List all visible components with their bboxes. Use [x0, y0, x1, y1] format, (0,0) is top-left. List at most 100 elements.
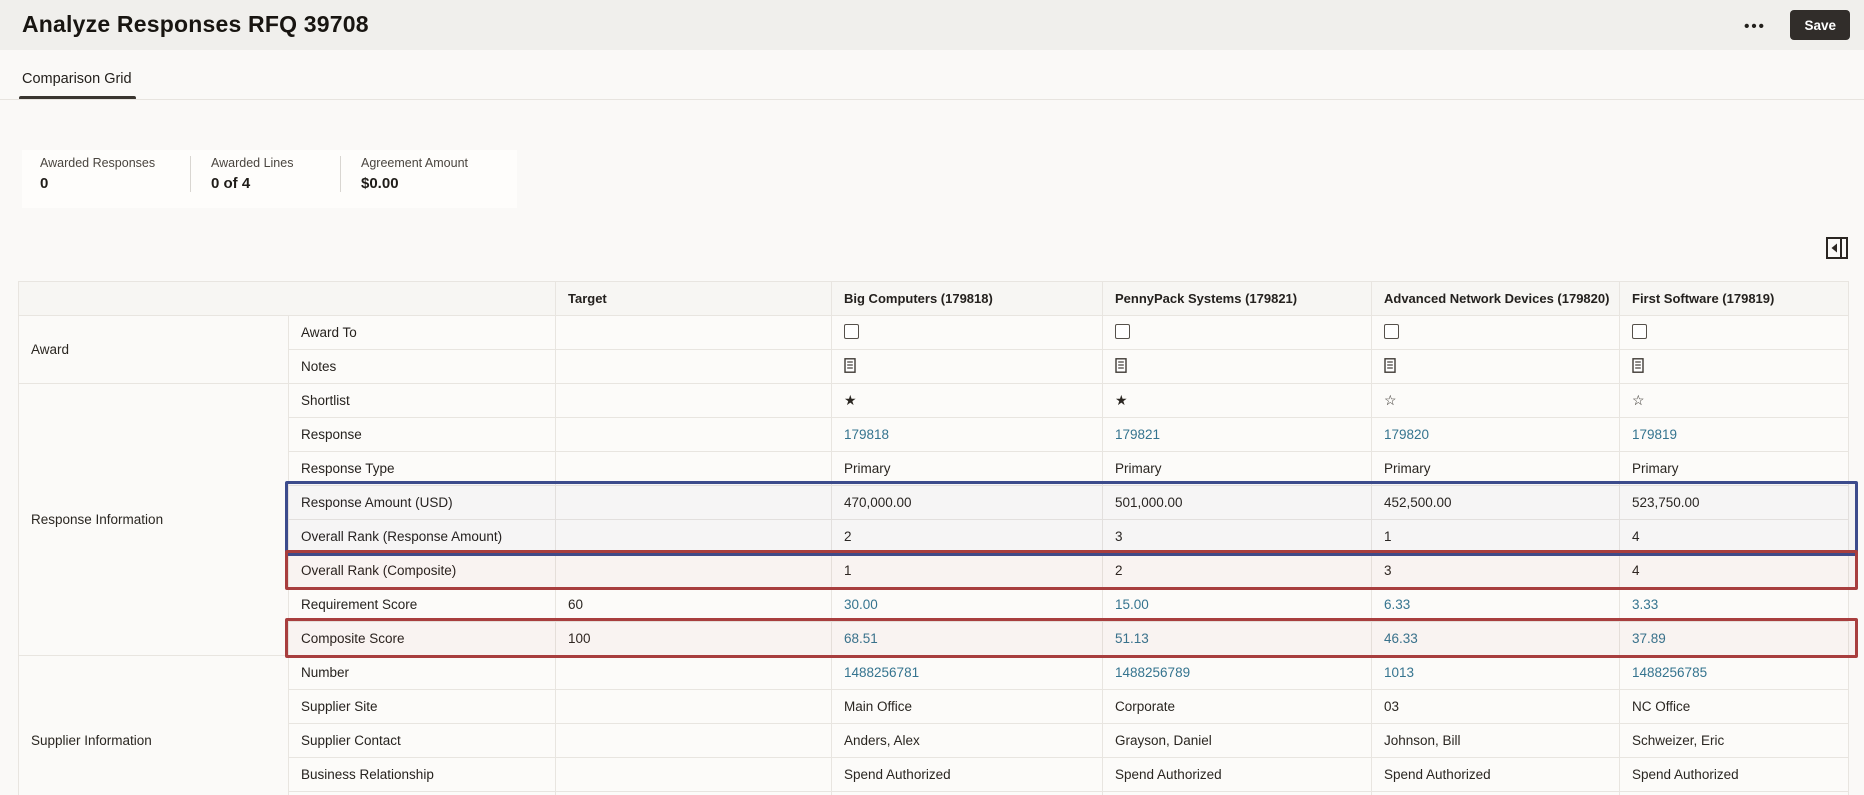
notes-icon[interactable]	[1632, 357, 1644, 373]
row-requirement-score: Requirement Score 60 30.00 15.00 6.33 3.…	[19, 587, 1849, 622]
row-award-to: Award Award To	[18, 315, 1849, 384]
stat-awarded-lines: Awarded Lines 0 of 4	[190, 156, 340, 192]
more-actions-button[interactable]: •••	[1738, 14, 1772, 38]
header-supplier-advanced-network: Advanced Network Devices (179820)	[1371, 281, 1620, 316]
business-relationship-cell: Spend Authorized	[831, 757, 1103, 792]
row-label: Number	[288, 655, 556, 690]
notes-icon[interactable]	[1384, 357, 1396, 373]
grid-header-row: Target Big Computers (179818) PennyPack …	[18, 281, 1849, 316]
notes-icon[interactable]	[844, 357, 856, 373]
notes-icon[interactable]	[1115, 357, 1127, 373]
supplier-contact-cell: Anders, Alex	[831, 723, 1103, 758]
stat-awarded-responses: Awarded Responses 0	[40, 156, 190, 192]
target-cell	[555, 723, 832, 758]
row-response-type: Response Type Primary Primary Primary Pr…	[19, 451, 1849, 486]
supplier-number-link[interactable]: 1488256789	[1115, 665, 1191, 680]
shortlist-star[interactable]: ★	[844, 392, 857, 408]
row-label: Shortlist	[288, 383, 556, 418]
row-supplier-site: Supplier Site Main Office Corporate 03 N…	[19, 689, 1849, 724]
supplier-site-cell: Corporate	[1102, 689, 1372, 724]
target-cell	[555, 689, 832, 724]
save-button[interactable]: Save	[1790, 10, 1850, 40]
row-shortlist: Response Information Shortlist ★ ★ ☆ ☆	[18, 383, 1849, 656]
response-link[interactable]: 179820	[1384, 427, 1430, 442]
row-label: Response Amount (USD)	[288, 485, 556, 520]
business-relationship-cell: Spend Authorized	[1619, 757, 1849, 792]
composite-score-link[interactable]: 46.33	[1384, 631, 1418, 646]
header-supplier-first-software: First Software (179819)	[1619, 281, 1849, 316]
supplier-number-link[interactable]: 1488256781	[844, 665, 920, 680]
row-label: Notes	[288, 349, 556, 384]
stat-value: 0 of 4	[211, 175, 251, 192]
supplier-number-link[interactable]: 1013	[1384, 665, 1415, 680]
rank-cell: 2	[831, 519, 1103, 554]
collapse-left-icon	[1826, 237, 1848, 259]
rank-cell: 1	[1371, 519, 1620, 554]
requirement-score-link[interactable]: 15.00	[1115, 597, 1149, 612]
stat-value: 0	[40, 175, 49, 192]
award-checkbox[interactable]	[1115, 323, 1130, 339]
target-cell: 100	[555, 621, 832, 656]
group-supplier-information: Supplier Information	[18, 655, 289, 795]
comparison-grid-table: Target Big Computers (179818) PennyPack …	[18, 281, 1849, 795]
stat-label: Awarded Responses	[40, 156, 156, 170]
shortlist-star[interactable]: ☆	[1384, 392, 1397, 408]
row-rank-response-amount: Overall Rank (Response Amount) 2 3 1 4	[19, 519, 1849, 554]
supplier-site-cell: 03	[1371, 689, 1620, 724]
requirement-score-link[interactable]: 30.00	[844, 597, 878, 612]
rank-cell: 1	[831, 553, 1103, 588]
target-cell	[555, 757, 832, 792]
row-label: Requirement Score	[288, 587, 556, 622]
response-link[interactable]: 179819	[1632, 427, 1678, 442]
row-label: Response	[288, 417, 556, 452]
shortlist-star[interactable]: ☆	[1632, 392, 1645, 408]
stat-value: $0.00	[361, 175, 399, 192]
supplier-contact-cell: Schweizer, Eric	[1619, 723, 1849, 758]
award-checkbox[interactable]	[1384, 323, 1399, 339]
collapse-panel-button[interactable]	[1825, 236, 1849, 260]
tabbar: Comparison Grid	[0, 50, 1864, 102]
row-label: Business Relationship	[288, 757, 556, 792]
ellipsis-icon: •••	[1744, 17, 1766, 35]
response-link[interactable]: 179821	[1115, 427, 1161, 442]
business-relationship-cell: Spend Authorized	[1371, 757, 1620, 792]
response-type-cell: Primary	[1102, 451, 1372, 486]
requirement-score-link[interactable]: 6.33	[1384, 597, 1411, 612]
target-cell	[555, 315, 832, 350]
composite-score-link[interactable]: 37.89	[1632, 631, 1666, 646]
row-supplier-contact: Supplier Contact Anders, Alex Grayson, D…	[19, 723, 1849, 758]
row-composite-score: Composite Score 100 68.51 51.13 46.33 37…	[19, 621, 1849, 656]
supplier-contact-cell: Grayson, Daniel	[1102, 723, 1372, 758]
target-cell	[555, 417, 832, 452]
award-checkbox[interactable]	[1632, 323, 1647, 339]
supplier-contact-cell: Johnson, Bill	[1371, 723, 1620, 758]
summary-stats: Awarded Responses 0 Awarded Lines 0 of 4…	[40, 156, 490, 192]
target-cell	[555, 485, 832, 520]
tabbar-divider	[0, 99, 1864, 100]
page-title: Analyze Responses RFQ 39708	[22, 11, 369, 37]
response-type-cell: Primary	[1371, 451, 1620, 486]
header-supplier-pennypack: PennyPack Systems (179821)	[1102, 281, 1372, 316]
award-checkbox[interactable]	[844, 323, 859, 339]
row-label: Response Type	[288, 451, 556, 486]
composite-score-link[interactable]: 68.51	[844, 631, 878, 646]
response-link[interactable]: 179818	[844, 427, 890, 442]
row-label: Supplier Contact	[288, 723, 556, 758]
rank-cell: 4	[1619, 519, 1849, 554]
composite-score-link[interactable]: 51.13	[1115, 631, 1149, 646]
header-target: Target	[555, 281, 832, 316]
row-response-amount: Response Amount (USD) 470,000.00 501,000…	[19, 485, 1849, 520]
shortlist-star[interactable]: ★	[1115, 392, 1128, 408]
response-amount-cell: 501,000.00	[1102, 485, 1372, 520]
titlebar: Analyze Responses RFQ 39708 ••• Save	[0, 0, 1864, 50]
tab-comparison-grid[interactable]: Comparison Grid	[22, 71, 132, 87]
rank-cell: 3	[1371, 553, 1620, 588]
supplier-number-link[interactable]: 1488256785	[1632, 665, 1708, 680]
header-supplier-big-computers: Big Computers (179818)	[831, 281, 1103, 316]
group-award: Award	[18, 315, 289, 384]
response-amount-cell: 523,750.00	[1619, 485, 1849, 520]
row-label: Composite Score	[288, 621, 556, 656]
requirement-score-link[interactable]: 3.33	[1632, 597, 1659, 612]
row-response: Response 179818 179821 179820 179819	[19, 417, 1849, 452]
